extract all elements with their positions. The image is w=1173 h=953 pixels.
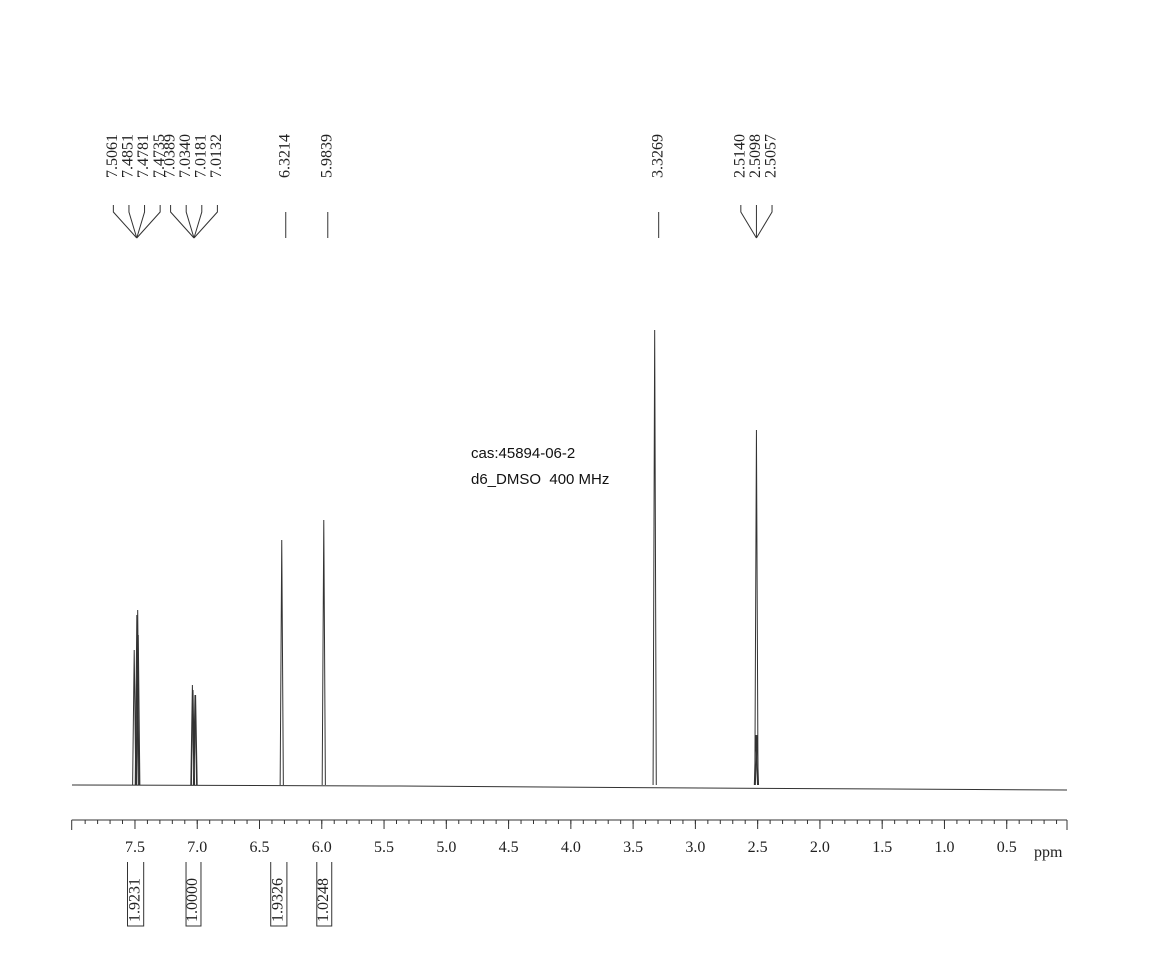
- x-tick-label: 3.5: [623, 839, 643, 856]
- peak-label-line: [136, 205, 146, 239]
- peak-label-line: [740, 205, 757, 239]
- peak-label: 2.5098: [747, 134, 764, 178]
- peak-label: 7.4781: [135, 134, 152, 178]
- annotation: d6_DMSO 400 MHz: [471, 471, 609, 488]
- peak-label: 6.3214: [276, 134, 293, 178]
- peak-label-line: [112, 205, 138, 239]
- peak-label: 7.4735: [151, 134, 168, 178]
- peak: [321, 519, 326, 786]
- x-tick-label: 3.0: [685, 839, 705, 856]
- x-tick-label: 2.0: [810, 839, 830, 856]
- x-tick-label: 1.0: [934, 839, 954, 856]
- x-tick-label: 6.5: [250, 839, 270, 856]
- x-tick-label: 4.0: [561, 839, 581, 856]
- x-tick-label: 5.5: [374, 839, 394, 856]
- integral-bracket: [185, 862, 202, 927]
- peak: [190, 684, 195, 786]
- peak-label-line: [193, 205, 203, 239]
- peak-label-line: [185, 205, 195, 239]
- integral-label: 1.0000: [184, 878, 201, 922]
- x-tick-label: 5.0: [436, 839, 456, 856]
- peak: [193, 694, 198, 786]
- peak: [192, 694, 198, 786]
- integral-bracket: [270, 862, 288, 927]
- peak-label-line: [128, 205, 138, 239]
- x-tick-label: 6.0: [312, 839, 332, 856]
- x-axis-label: ppm: [1034, 844, 1063, 861]
- peak: [136, 634, 141, 786]
- integral-label: 1.0248: [315, 878, 332, 922]
- peak-label: 7.5061: [104, 134, 121, 178]
- peak-label: 7.4851: [120, 134, 137, 178]
- peak-label: 7.0340: [177, 134, 194, 178]
- x-tick-label: 7.0: [187, 839, 207, 856]
- x-tick-label: 7.5: [125, 839, 145, 856]
- peak-label: 3.3269: [649, 134, 666, 178]
- peak-label: 7.0181: [192, 134, 209, 178]
- peak-label-line: [756, 205, 773, 239]
- x-tick-label: 0.5: [997, 839, 1017, 856]
- peak-label-line: [193, 205, 218, 239]
- peak: [652, 329, 657, 786]
- peak-label-line: [170, 205, 195, 239]
- x-tick-label: 2.5: [748, 839, 768, 856]
- peak-label: 7.0132: [208, 134, 225, 178]
- peak-label: 5.9839: [318, 134, 335, 178]
- integral-label: 1.9326: [269, 878, 286, 922]
- x-tick-label: 4.5: [499, 839, 519, 856]
- peak: [134, 614, 139, 786]
- peak-label: 2.5057: [763, 134, 780, 178]
- peak-label-line: [136, 205, 161, 239]
- integral-bracket: [126, 862, 145, 927]
- baseline: [71, 784, 1068, 791]
- peak: [754, 734, 760, 786]
- annotation: cas:45894-06-2: [471, 445, 575, 462]
- peak: [279, 539, 284, 786]
- peak-label: 7.0389: [161, 134, 178, 178]
- peak: [754, 429, 759, 786]
- peak-label: 2.5140: [732, 134, 749, 178]
- integral-bracket: [316, 862, 333, 927]
- x-tick-label: 1.5: [872, 839, 892, 856]
- integral-label: 1.9231: [126, 878, 143, 922]
